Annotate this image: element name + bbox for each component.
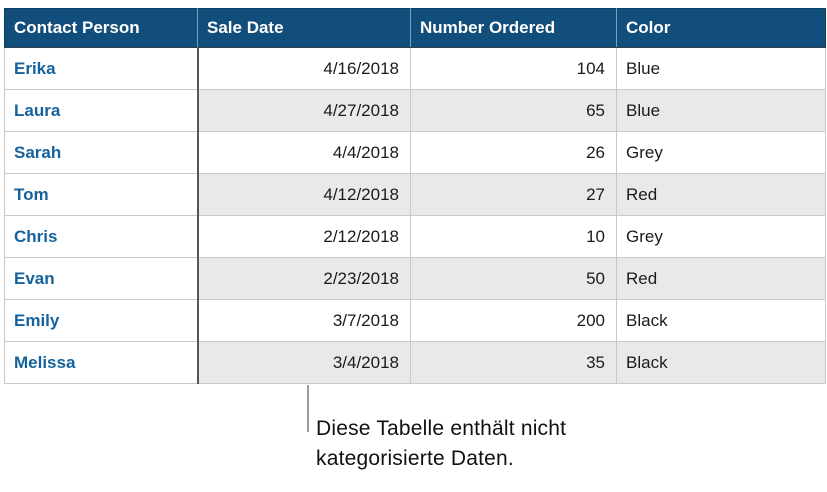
cell-color[interactable]: Red bbox=[616, 257, 826, 300]
column-header-color[interactable]: Color bbox=[616, 8, 826, 48]
cell-color[interactable]: Grey bbox=[616, 215, 826, 258]
cell-color[interactable]: Black bbox=[616, 341, 826, 384]
column-header-sale-date[interactable]: Sale Date bbox=[197, 8, 411, 48]
cell-number-ordered[interactable]: 200 bbox=[410, 299, 617, 342]
callout-text-line: kategorisierte Daten. bbox=[316, 447, 514, 470]
cell-contact-person[interactable]: Emily bbox=[4, 299, 199, 342]
cell-color[interactable]: Red bbox=[616, 173, 826, 216]
column-header-number-ordered[interactable]: Number Ordered bbox=[410, 8, 617, 48]
cell-sale-date[interactable]: 4/27/2018 bbox=[197, 89, 411, 132]
cell-sale-date[interactable]: 4/12/2018 bbox=[197, 173, 411, 216]
cell-contact-person[interactable]: Evan bbox=[4, 257, 199, 300]
cell-sale-date[interactable]: 2/12/2018 bbox=[197, 215, 411, 258]
cell-contact-person[interactable]: Laura bbox=[4, 89, 199, 132]
callout-text-line: Diese Tabelle enthält nicht bbox=[316, 417, 567, 440]
table-row: Melissa 3/4/2018 35 Black bbox=[4, 341, 826, 384]
column-header-contact-person[interactable]: Contact Person bbox=[4, 8, 198, 48]
cell-number-ordered[interactable]: 50 bbox=[410, 257, 617, 300]
cell-contact-person[interactable]: Chris bbox=[4, 215, 199, 258]
cell-contact-person[interactable]: Sarah bbox=[4, 131, 199, 174]
table-row: Erika 4/16/2018 104 Blue bbox=[4, 47, 826, 90]
table-row: Chris 2/12/2018 10 Grey bbox=[4, 215, 826, 258]
cell-color[interactable]: Blue bbox=[616, 89, 826, 132]
cell-number-ordered[interactable]: 65 bbox=[410, 89, 617, 132]
cell-sale-date[interactable]: 3/7/2018 bbox=[197, 299, 411, 342]
table-row: Emily 3/7/2018 200 Black bbox=[4, 299, 826, 342]
sales-table: Contact Person Sale Date Number Ordered … bbox=[4, 8, 826, 384]
cell-sale-date[interactable]: 4/16/2018 bbox=[197, 47, 411, 90]
cell-number-ordered[interactable]: 27 bbox=[410, 173, 617, 216]
cell-sale-date[interactable]: 4/4/2018 bbox=[197, 131, 411, 174]
cell-contact-person[interactable]: Erika bbox=[4, 47, 199, 90]
callout-connector-line bbox=[307, 385, 309, 432]
cell-sale-date[interactable]: 3/4/2018 bbox=[197, 341, 411, 384]
callout-text: Diese Tabelle enthält nicht kategorisier… bbox=[316, 414, 566, 474]
table-row: Tom 4/12/2018 27 Red bbox=[4, 173, 826, 216]
cell-contact-person[interactable]: Tom bbox=[4, 173, 199, 216]
cell-contact-person[interactable]: Melissa bbox=[4, 341, 199, 384]
table-row: Sarah 4/4/2018 26 Grey bbox=[4, 131, 826, 174]
cell-number-ordered[interactable]: 26 bbox=[410, 131, 617, 174]
cell-color[interactable]: Blue bbox=[616, 47, 826, 90]
table-row: Evan 2/23/2018 50 Red bbox=[4, 257, 826, 300]
cell-number-ordered[interactable]: 35 bbox=[410, 341, 617, 384]
table-row: Laura 4/27/2018 65 Blue bbox=[4, 89, 826, 132]
cell-color[interactable]: Black bbox=[616, 299, 826, 342]
cell-sale-date[interactable]: 2/23/2018 bbox=[197, 257, 411, 300]
cell-color[interactable]: Grey bbox=[616, 131, 826, 174]
table-header-row: Contact Person Sale Date Number Ordered … bbox=[4, 8, 826, 48]
cell-number-ordered[interactable]: 10 bbox=[410, 215, 617, 258]
cell-number-ordered[interactable]: 104 bbox=[410, 47, 617, 90]
